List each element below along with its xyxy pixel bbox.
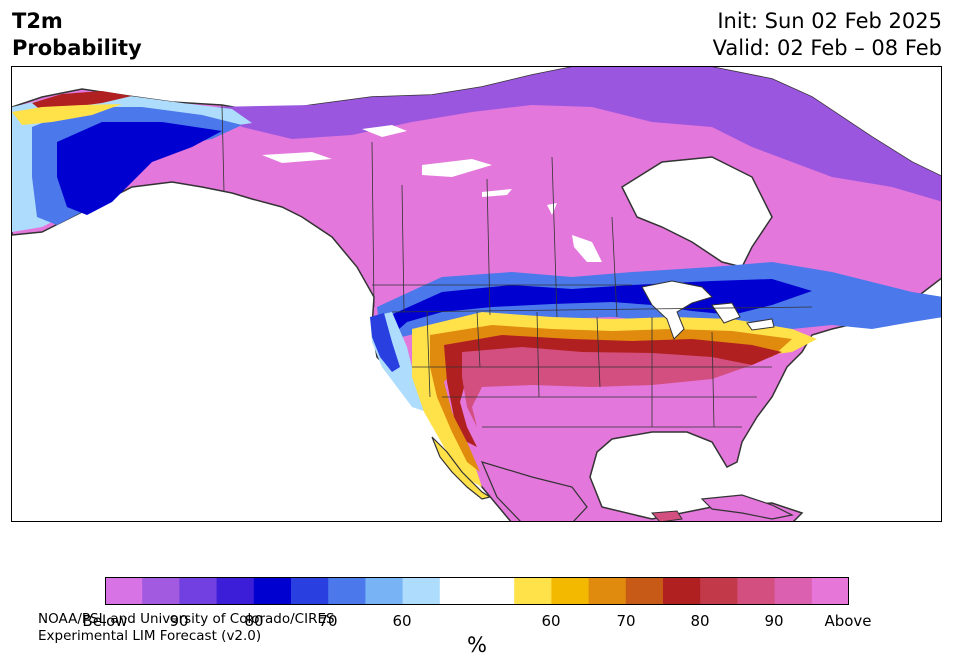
- colorbar-segment: [291, 577, 329, 605]
- colorbar-tick-60-warm: 60: [541, 612, 561, 630]
- colorbar-tick-80-cold: 80: [244, 612, 264, 630]
- credit-institution: NOAA/PSL and University of Colorado/CIRE…: [38, 611, 335, 627]
- zone-blue-alaska-deep: [57, 122, 222, 215]
- colorbar: [105, 577, 849, 605]
- init-date: Init: Sun 02 Feb 2025: [717, 9, 942, 33]
- title-quantity: Probability: [12, 36, 142, 60]
- colorbar-tick-60-cold: 60: [392, 612, 412, 630]
- colorbar-tick-above: Above: [824, 612, 872, 630]
- colorbar-segment: [811, 577, 849, 605]
- forecast-dates: Init: Sun 02 Feb 2025 Valid: 02 Feb – 08…: [713, 8, 942, 62]
- zone-yellow-alaska-coast: [12, 104, 122, 125]
- colorbar-tick-70-warm: 70: [616, 612, 636, 630]
- landmass-greenland: [621, 156, 773, 268]
- colorbar-tick-90-cold: 90: [169, 612, 189, 630]
- colorbar-ticks: Below 90 80 70 60 60 70 80 90 Above: [0, 612, 954, 632]
- valid-range: Valid: 02 Feb – 08 Feb: [712, 36, 942, 60]
- colorbar-tick-70-cold: 70: [318, 612, 338, 630]
- colorbar-tick-below: Below: [82, 612, 128, 630]
- colorbar-segment: [700, 577, 738, 605]
- zone-blue-westcoast-deep: [370, 313, 400, 372]
- colorbar-segment: [551, 577, 590, 605]
- colorbar-segment: [216, 577, 255, 605]
- colorbar-segment: [253, 577, 292, 605]
- landmass-hispaniola: [650, 510, 683, 521]
- zone-purple-north: [212, 67, 941, 202]
- colorbar-tick-90-warm: 90: [764, 612, 784, 630]
- colorbar-segment: [774, 577, 813, 605]
- colorbar-segment: [365, 577, 404, 605]
- colorbar-tick-80-warm: 80: [690, 612, 710, 630]
- landmass-mexico: [480, 461, 588, 521]
- colorbar-segment: [142, 577, 180, 605]
- zone-red-alaska-coast: [32, 91, 132, 111]
- colorbar-segment: [328, 577, 366, 605]
- landmass-cuba: [700, 494, 794, 520]
- forecast-map: [11, 66, 942, 522]
- credit-model: Experimental LIM Forecast (v2.0): [38, 628, 262, 644]
- colorbar-segment: [737, 577, 776, 605]
- colorbar-segment: [402, 577, 441, 605]
- map-title: T2m Probability: [12, 8, 142, 62]
- colorbar-segment: [477, 577, 515, 605]
- colorbar-segment: [439, 577, 478, 605]
- colorbar-segment: [179, 577, 218, 605]
- colorbar-frame: [105, 577, 849, 605]
- data-credit: NOAA/PSL and University of Colorado/CIRE…: [38, 611, 335, 645]
- colorbar-segment: [588, 577, 627, 605]
- colorbar-segment: [625, 577, 664, 605]
- title-variable: T2m: [12, 9, 63, 33]
- political-borders: [221, 104, 813, 428]
- colorbar-units: %: [467, 633, 487, 657]
- landmass-baja: [431, 436, 492, 500]
- colorbar-segment: [514, 577, 552, 605]
- colorbar-segment: [663, 577, 701, 605]
- colorbar-segment: [105, 577, 143, 605]
- probability-map-svg: [12, 67, 941, 521]
- great-lakes: [641, 280, 775, 340]
